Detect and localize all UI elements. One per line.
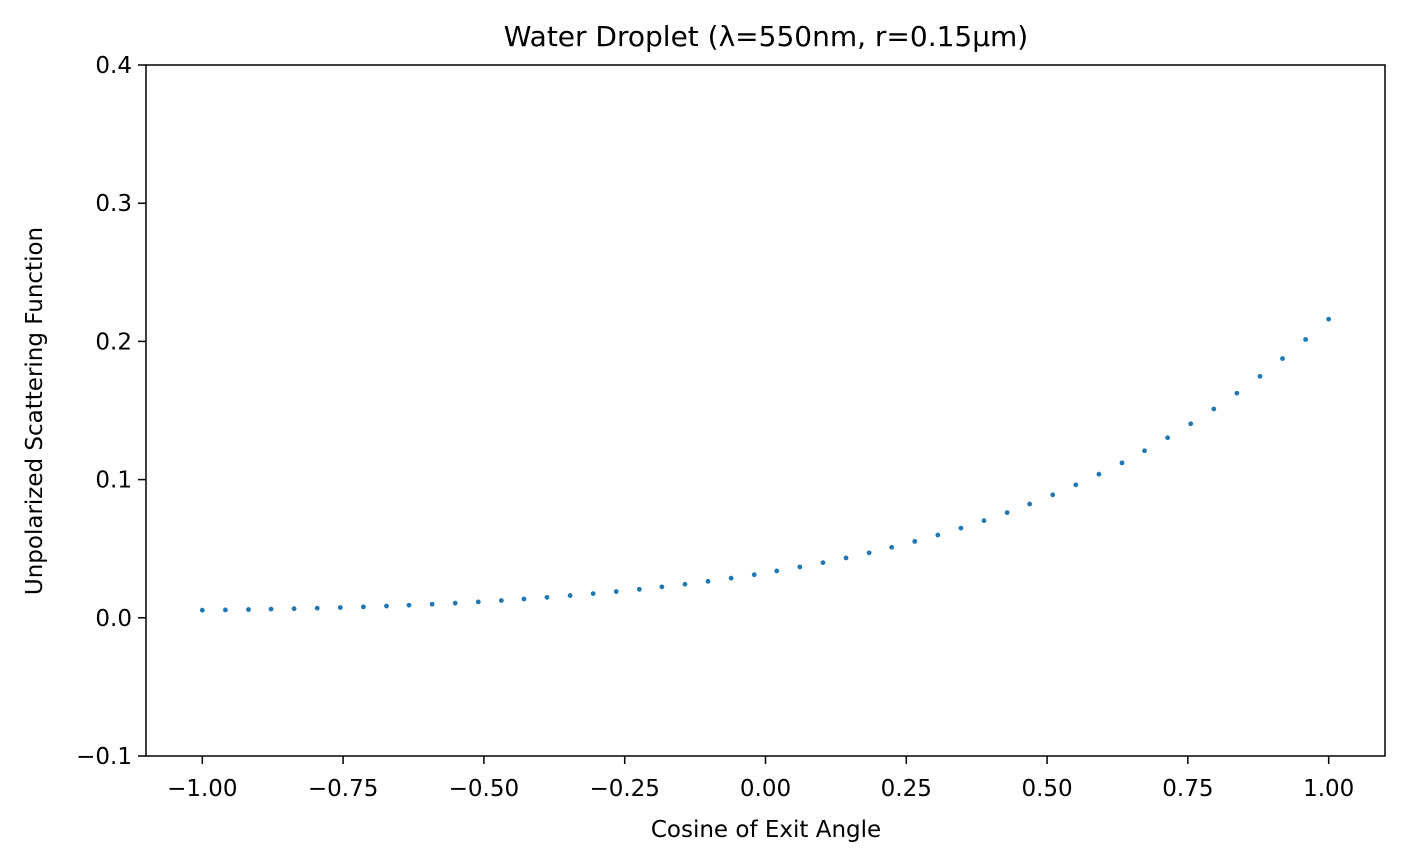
data-point [1004, 510, 1010, 516]
data-point [1073, 482, 1079, 488]
data-point [1303, 337, 1308, 342]
data-point [337, 605, 343, 610]
data-point [1257, 373, 1263, 379]
plot-frame [145, 64, 1386, 757]
x-tick-label: −1.00 [167, 776, 237, 802]
x-tick-label: 0.75 [1162, 776, 1213, 802]
data-points [199, 316, 1332, 613]
data-point [406, 602, 412, 608]
data-point [1142, 448, 1147, 454]
data-point [544, 594, 550, 600]
data-point [1050, 492, 1056, 498]
data-point [981, 518, 987, 524]
data-point [820, 560, 826, 566]
data-point [728, 575, 734, 581]
data-point [429, 601, 435, 607]
data-point [199, 607, 205, 613]
data-point [498, 598, 504, 603]
data-point [1326, 316, 1332, 322]
data-point [843, 555, 849, 561]
data-point [590, 591, 596, 597]
data-point [475, 599, 481, 605]
y-axis: −0.1 0.0 0.1 0.2 0.3 0.4 [76, 53, 146, 770]
data-point [889, 544, 895, 550]
data-point [636, 586, 642, 592]
y-tick-label: 0.1 [95, 468, 132, 494]
data-point [1119, 460, 1125, 466]
data-point [659, 584, 665, 590]
data-point [935, 532, 941, 538]
y-axis-label: Unpolarized Scattering Function [22, 227, 48, 595]
x-tick-label: 0.00 [740, 776, 791, 802]
x-tick-label: 1.00 [1303, 776, 1354, 802]
data-point [246, 607, 251, 612]
data-point [314, 605, 320, 611]
y-tick-label: 0.2 [95, 329, 132, 355]
data-point [751, 572, 757, 578]
data-point [1096, 471, 1102, 477]
data-point [1027, 501, 1033, 507]
data-point [1234, 390, 1240, 396]
data-point [1188, 421, 1194, 427]
data-point [797, 564, 803, 570]
data-point [613, 589, 619, 594]
data-point [958, 525, 964, 531]
data-point [360, 604, 366, 610]
data-point [521, 596, 527, 602]
x-tick-label: −0.50 [449, 776, 519, 802]
x-tick-label: −0.25 [589, 776, 659, 802]
data-point [223, 607, 228, 613]
data-point [291, 606, 297, 612]
x-tick-label: 0.50 [1021, 776, 1072, 802]
data-point [567, 593, 573, 598]
y-tick-label: 0.0 [95, 606, 132, 632]
data-point [705, 578, 711, 584]
y-tick-label: 0.4 [95, 53, 132, 79]
data-point [682, 581, 688, 587]
data-point [268, 606, 274, 612]
data-point [1165, 435, 1171, 441]
data-point [774, 568, 780, 574]
x-axis-label: Cosine of Exit Angle [651, 817, 881, 843]
data-point [912, 538, 918, 544]
y-tick-label: 0.3 [95, 191, 132, 217]
data-point [1280, 356, 1285, 361]
x-tick-label: 0.25 [881, 776, 932, 802]
x-axis: −1.00 −0.75 −0.50 −0.25 0.00 0.25 0.50 0.75 1.00 [167, 756, 1354, 802]
data-point [384, 603, 389, 609]
data-point [1211, 406, 1217, 412]
x-tick-label: −0.75 [308, 776, 378, 802]
data-point [866, 550, 872, 556]
chart-title: Water Droplet (λ=550nm, r=0.15μm) [504, 20, 1028, 53]
data-point [452, 600, 458, 606]
y-tick-label: −0.1 [76, 744, 132, 770]
